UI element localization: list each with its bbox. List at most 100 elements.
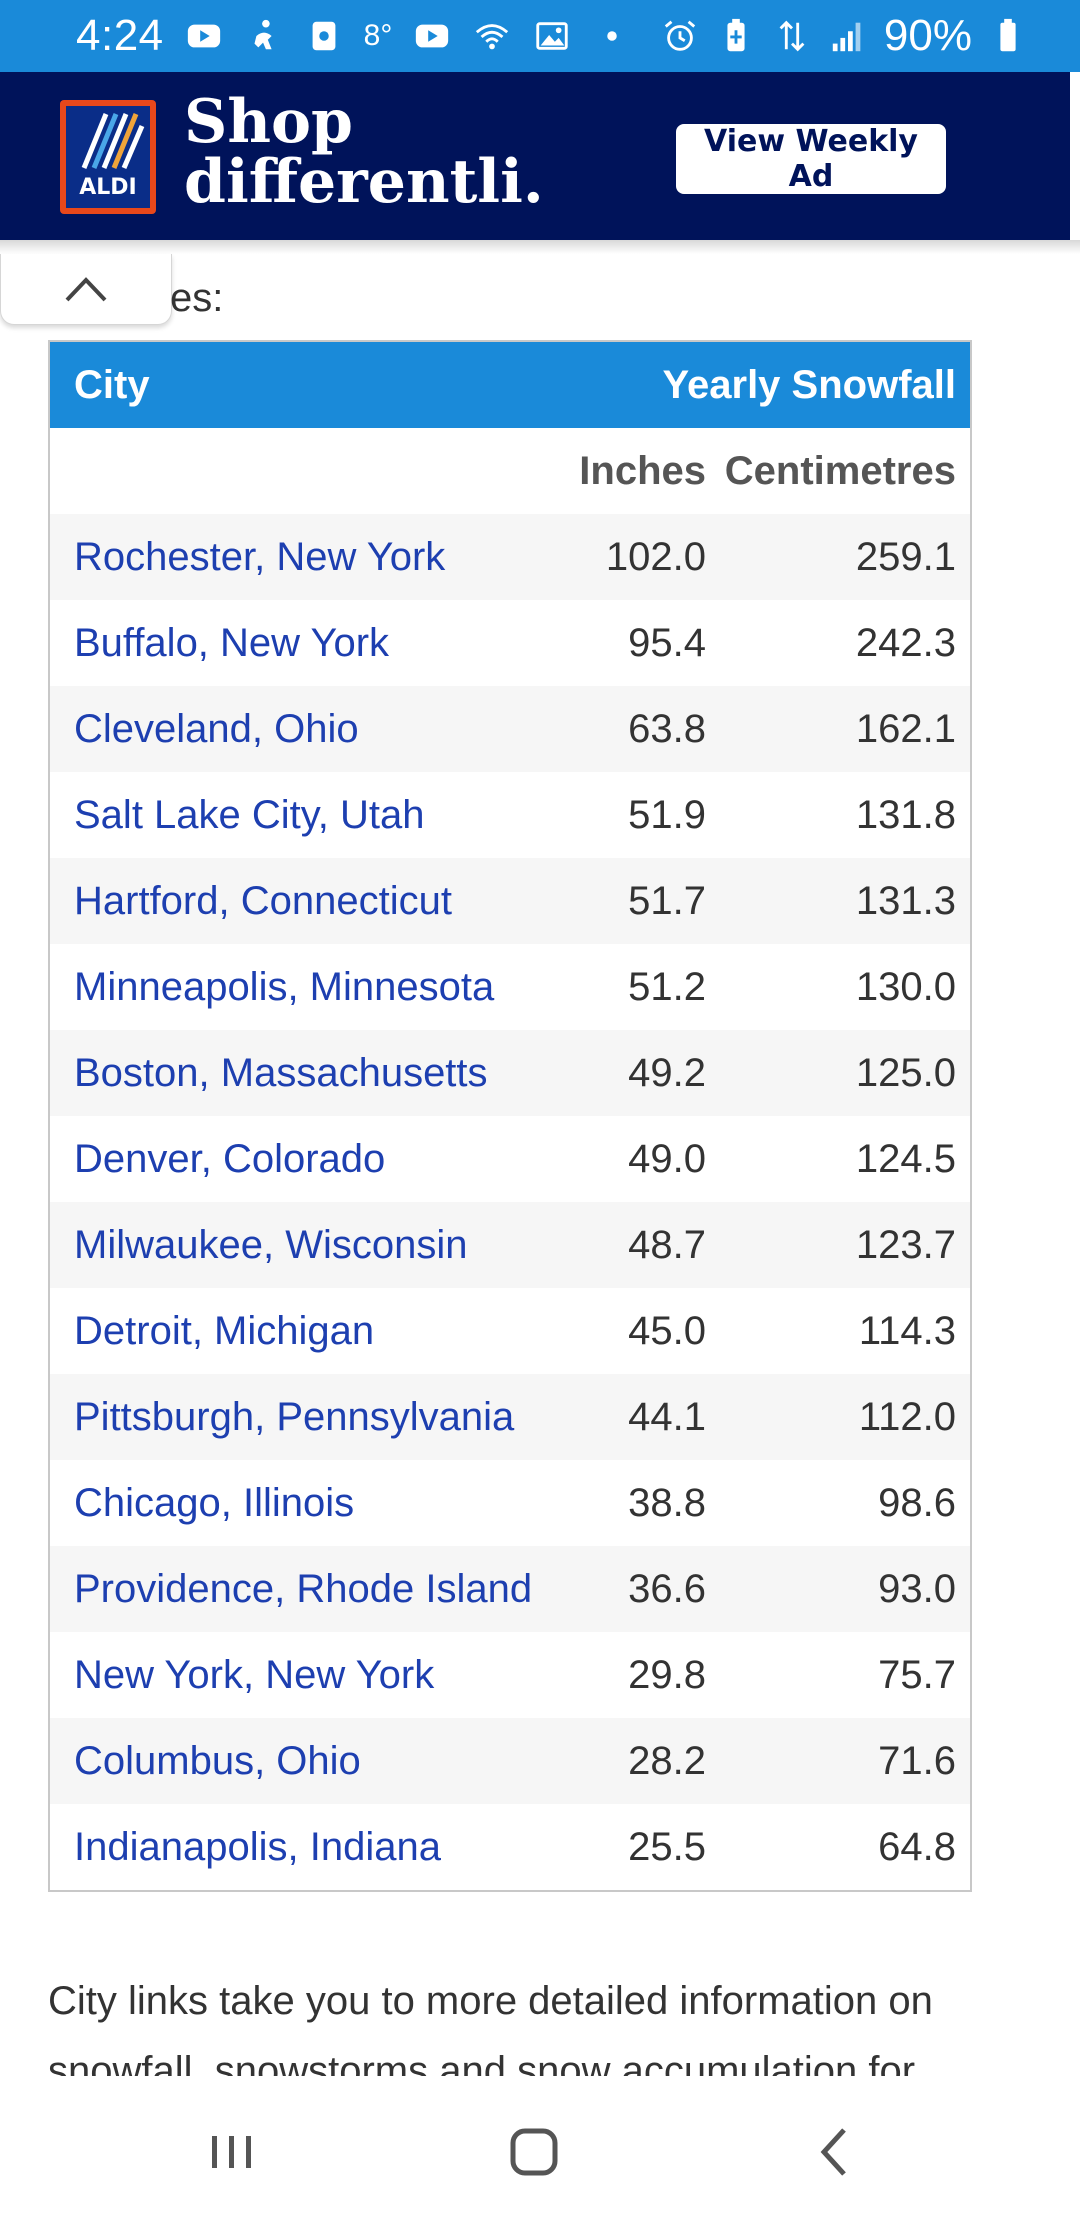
city-link[interactable]: Salt Lake City, Utah (74, 793, 425, 837)
cm-value: 71.6 (878, 1739, 956, 1783)
city-link[interactable]: Pittsburgh, Pennsylvania (74, 1395, 515, 1439)
table-row: Buffalo, New York 95.4 242.3 (50, 600, 970, 686)
ad-banner[interactable]: ALDI Shop differentli. View Weekly Ad (0, 72, 1070, 240)
ad-shadow (0, 240, 1080, 254)
table-row: Salt Lake City, Utah 51.9 131.8 (50, 772, 970, 858)
chevron-up-icon (65, 277, 107, 302)
view-weekly-ad-button[interactable]: View Weekly Ad (676, 124, 946, 194)
unit-centimetres: Centimetres (724, 449, 956, 493)
inches-value: 102.0 (605, 535, 706, 579)
inches-value: 36.6 (628, 1567, 706, 1611)
cm-value: 131.8 (855, 793, 956, 837)
city-link[interactable]: Buffalo, New York (74, 621, 390, 665)
alarm-icon (660, 16, 700, 56)
city-link[interactable]: Minneapolis, Minnesota (74, 965, 495, 1009)
cm-value: 123.7 (855, 1223, 956, 1267)
inches-value: 49.0 (628, 1137, 706, 1181)
cm-value: 114.3 (858, 1309, 956, 1353)
cm-value: 98.6 (878, 1481, 956, 1525)
city-link[interactable]: Detroit, Michigan (74, 1309, 375, 1353)
table-row: Detroit, Michigan 45.0 114.3 (50, 1288, 970, 1374)
table-row: Chicago, Illinois 38.8 98.6 (50, 1460, 970, 1546)
youtube-icon (184, 16, 224, 56)
table-row: Rochester, New York 102.0 259.1 (50, 514, 970, 600)
city-link[interactable]: Columbus, Ohio (74, 1739, 361, 1783)
dot-icon (592, 16, 632, 56)
status-time: 4:24 (76, 11, 164, 60)
cm-value: 93.0 (878, 1567, 956, 1611)
recents-button[interactable] (192, 2112, 272, 2192)
inches-value: 38.8 (628, 1481, 706, 1525)
city-link[interactable]: Milwaukee, Wisconsin (74, 1223, 468, 1267)
city-link[interactable]: Providence, Rhode Island (74, 1567, 533, 1611)
back-button[interactable] (796, 2112, 876, 2192)
back-icon (820, 2128, 846, 2176)
cm-value: 242.3 (855, 621, 956, 665)
wifi-icon (472, 16, 512, 56)
table-row: Cleveland, Ohio 63.8 162.1 (50, 686, 970, 772)
youtube-icon (412, 16, 452, 56)
ad-tagline: Shop differentli. (184, 92, 544, 212)
inches-value: 48.7 (628, 1223, 706, 1267)
signal-icon (828, 16, 868, 56)
table-row: Indianapolis, Indiana 25.5 64.8 (50, 1804, 970, 1890)
image-icon (532, 16, 572, 56)
cm-value: 124.5 (855, 1137, 956, 1181)
inches-value: 45.0 (628, 1309, 706, 1353)
ad-tagline-line2: differentli. (184, 147, 544, 217)
recents-icon (212, 2136, 251, 2168)
battery-saver-icon (716, 16, 756, 56)
inches-value: 28.2 (628, 1739, 706, 1783)
cm-value: 162.1 (855, 707, 956, 751)
inches-value: 25.5 (628, 1825, 706, 1869)
collapse-ad-button[interactable] (0, 254, 172, 325)
inches-value: 29.8 (628, 1653, 706, 1697)
cm-value: 75.7 (878, 1653, 956, 1697)
inches-value: 95.4 (628, 621, 706, 665)
inches-value: 49.2 (628, 1051, 706, 1095)
inches-value: 63.8 (628, 707, 706, 751)
header-city: City (74, 363, 150, 407)
status-right: 90% (660, 0, 1028, 72)
city-link[interactable]: Cleveland, Ohio (74, 707, 359, 751)
accessibility-icon (244, 16, 284, 56)
home-button[interactable] (494, 2112, 574, 2192)
city-link[interactable]: Denver, Colorado (74, 1137, 386, 1181)
cm-value: 125.0 (855, 1051, 956, 1095)
snowfall-table: City Yearly Snowfall Inches Centimetres … (48, 340, 972, 1892)
table-row: Denver, Colorado 49.0 124.5 (50, 1116, 970, 1202)
aldi-logo-stripes-icon (81, 113, 145, 169)
city-link[interactable]: Boston, Massachusetts (74, 1051, 488, 1095)
navigation-bar (0, 2076, 1080, 2220)
cm-value: 130.0 (855, 965, 956, 1009)
table-row: Milwaukee, Wisconsin 48.7 123.7 (50, 1202, 970, 1288)
aldi-logo-text: ALDI (79, 175, 137, 200)
cm-value: 131.3 (855, 879, 956, 923)
cm-value: 64.8 (878, 1825, 956, 1869)
city-link[interactable]: New York, New York (74, 1653, 435, 1697)
table-header: City Yearly Snowfall (50, 342, 970, 428)
table-row: Columbus, Ohio 28.2 71.6 (50, 1718, 970, 1804)
ad-tagline-line1: Shop (184, 87, 353, 157)
table-row: Providence, Rhode Island 36.6 93.0 (50, 1546, 970, 1632)
unit-inches: Inches (579, 449, 706, 493)
table-row: Boston, Massachusetts 49.2 125.0 (50, 1030, 970, 1116)
screen-icon (304, 16, 344, 56)
inches-value: 51.2 (628, 965, 706, 1009)
cm-value: 112.0 (858, 1395, 956, 1439)
data-icon (772, 16, 812, 56)
battery-icon (988, 16, 1028, 56)
cm-value: 259.1 (855, 535, 956, 579)
inches-value: 51.7 (628, 879, 706, 923)
inches-value: 44.1 (628, 1395, 706, 1439)
city-link[interactable]: Chicago, Illinois (74, 1481, 355, 1525)
aldi-logo: ALDI (60, 100, 156, 214)
city-link[interactable]: Indianapolis, Indiana (74, 1825, 441, 1869)
city-link[interactable]: Rochester, New York (74, 535, 446, 579)
table-row: Minneapolis, Minnesota 51.2 130.0 (50, 944, 970, 1030)
home-icon (510, 2128, 558, 2176)
table-row: Pittsburgh, Pennsylvania 44.1 112.0 (50, 1374, 970, 1460)
status-temperature: 8° (363, 19, 393, 52)
city-link[interactable]: Hartford, Connecticut (74, 879, 452, 923)
status-left: 4:24 8° (76, 0, 632, 72)
